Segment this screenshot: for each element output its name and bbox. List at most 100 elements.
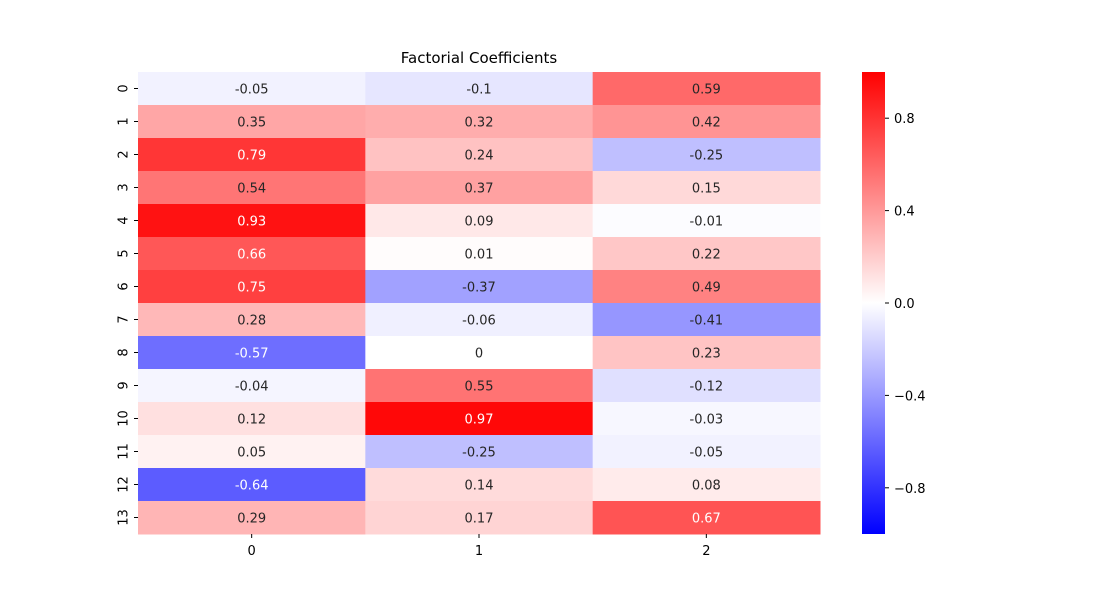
heatmap-cell [365,171,594,205]
cell-value-label: 0.55 [465,380,494,395]
cell-value-label: 0.49 [692,281,721,296]
cell-value-label: 0.67 [692,512,721,527]
cell-value-label: -0.03 [690,413,724,428]
heatmap-cell [592,270,821,304]
cell-value-label: 0.97 [465,413,494,428]
cell-value-label: 0.05 [237,446,266,461]
cell-value-label: 0.24 [465,149,494,164]
heatmap-cell [138,171,366,205]
heatmap-cell [592,468,821,502]
heatmap-cell [365,435,594,469]
cell-value-label: 0.09 [465,215,494,230]
heatmap-cell [592,138,821,172]
heatmap-cell [365,468,594,502]
cell-value-label: 0.29 [237,512,266,527]
heatmap-cell [365,369,594,403]
heatmap-cell [365,204,594,238]
heatmap-cell [138,138,366,172]
cell-value-label: 0.42 [692,116,721,131]
y-tick-label: 0 [117,84,132,92]
heatmap-cell [138,303,366,337]
colorbar [862,72,885,534]
heatmap-cell [365,270,594,304]
y-tick-label: 6 [117,282,132,290]
cell-value-label: 0.14 [465,479,494,494]
colorbar-tick-label: 0.0 [894,297,915,312]
cell-value-label: 0.08 [692,479,721,494]
heatmap-cell [592,435,821,469]
cell-value-label: 0.79 [237,149,266,164]
cell-value-label: -0.25 [690,149,724,164]
y-tick-label: 12 [117,476,132,493]
cell-value-label: -0.64 [235,479,269,494]
heatmap-cell [138,105,366,139]
y-tick-label: 2 [117,150,132,158]
cell-value-label: 0.22 [692,248,721,263]
heatmap-cell [138,72,366,106]
cell-value-label: 0.17 [465,512,494,527]
colorbar-ticks: 0.8 0.4 0.0 −0.4 −0.8 [885,112,926,497]
cell-value-label: -0.12 [690,380,724,395]
y-tick-label: 9 [117,381,132,389]
y-tick-label: 5 [117,249,132,257]
heatmap-cell [592,369,821,403]
y-tick-label: 4 [117,216,132,224]
cell-value-label: 0.54 [237,182,266,197]
cell-value-label: 0 [475,347,483,362]
y-tick-label: 10 [117,410,132,427]
cell-value-label: 0.23 [692,347,721,362]
heatmap-cell [365,501,594,535]
colorbar-tick-label: −0.8 [894,482,926,497]
cell-value-label: 0.32 [465,116,494,131]
heatmap-cell [592,336,821,370]
heatmap-cell [592,402,821,436]
cell-value-label: 0.37 [465,182,494,197]
chart-title: Factorial Coefficients [401,49,558,67]
x-tick-label: 2 [702,544,710,559]
heatmap-cell [592,171,821,205]
y-tick-label: 7 [117,315,132,323]
heatmap-cell [138,369,366,403]
heatmap-cell [138,402,366,436]
colorbar-tick-label: −0.4 [894,389,926,404]
cell-value-label: 0.66 [237,248,266,263]
heatmap-cell [592,237,821,271]
heatmap-cell [365,138,594,172]
cell-value-label: -0.05 [235,83,269,98]
cell-value-label: -0.25 [462,446,496,461]
heatmap-cell [592,204,821,238]
cell-value-label: 0.01 [465,248,494,263]
cell-value-label: -0.04 [235,380,269,395]
cell-value-label: 0.15 [692,182,721,197]
y-tick-label: 11 [117,443,132,460]
heatmap-cell [138,468,366,502]
heatmap-cell [138,336,366,370]
cell-value-label: -0.57 [235,347,269,362]
cell-value-label: -0.06 [462,314,496,329]
x-axis-ticks: 0 1 2 [248,534,710,559]
y-tick-label: 1 [117,117,132,125]
heatmap-cell [138,501,366,535]
cell-value-label: 0.93 [237,215,266,230]
heatmap-cell [592,501,821,535]
cell-value-label: 0.75 [237,281,266,296]
colorbar-tick-label: 0.8 [894,112,915,127]
heatmap-cell [138,237,366,271]
heatmap-cells: -0.05 -0.1 0.59 0.35 0.32 0.42 0.79 0.24 -0.25 0.… [138,72,821,535]
y-tick-label: 3 [117,183,132,191]
cell-value-label: -0.37 [462,281,496,296]
cell-value-label: 0.12 [237,413,266,428]
cell-value-label: -0.1 [466,83,491,98]
heatmap-cell [592,303,821,337]
heatmap-cell [365,336,594,370]
x-tick-label: 0 [248,544,256,559]
heatmap-cell [365,402,594,436]
cell-value-label: 0.59 [692,83,721,98]
cell-value-label: 0.35 [237,116,266,131]
y-tick-label: 13 [117,509,132,526]
heatmap-cell [592,105,821,139]
heatmap-cell [365,237,594,271]
y-tick-label: 8 [117,348,132,356]
heatmap-cell [138,204,366,238]
